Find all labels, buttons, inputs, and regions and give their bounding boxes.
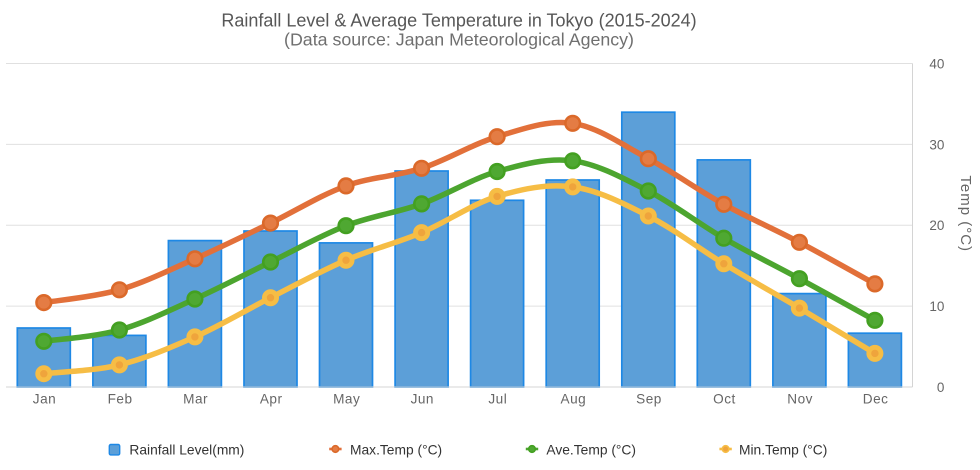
svg-text:Nov: Nov [787, 391, 813, 406]
svg-text:Feb: Feb [108, 391, 133, 406]
svg-text:Oct: Oct [713, 391, 736, 406]
svg-text:Jun: Jun [411, 391, 434, 406]
svg-text:0: 0 [937, 380, 945, 395]
svg-text:30: 30 [929, 137, 944, 152]
svg-text:Temp (°C): Temp (°C) [957, 175, 974, 252]
svg-text:(Data source: Japan Meteorolog: (Data source: Japan Meteorological Agenc… [284, 30, 634, 50]
svg-text:Max.Temp (°C): Max.Temp (°C) [350, 442, 442, 457]
svg-text:Jan: Jan [33, 391, 56, 406]
svg-text:Aug: Aug [561, 391, 587, 406]
svg-text:40: 40 [929, 57, 944, 72]
svg-text:May: May [333, 391, 360, 406]
svg-text:Ave.Temp (°C): Ave.Temp (°C) [546, 442, 636, 457]
svg-text:Sep: Sep [636, 391, 662, 406]
svg-text:Apr: Apr [260, 391, 283, 406]
svg-text:Min.Temp (°C): Min.Temp (°C) [739, 442, 827, 457]
svg-text:Rainfall Level(mm): Rainfall Level(mm) [129, 442, 244, 457]
svg-text:Rainfall Level & Average Tempe: Rainfall Level & Average Temperature in … [221, 10, 696, 30]
svg-text:20: 20 [929, 218, 944, 233]
svg-text:Jul: Jul [488, 391, 507, 406]
svg-text:Dec: Dec [863, 391, 889, 406]
svg-text:Mar: Mar [183, 391, 208, 406]
svg-text:10: 10 [929, 299, 944, 314]
